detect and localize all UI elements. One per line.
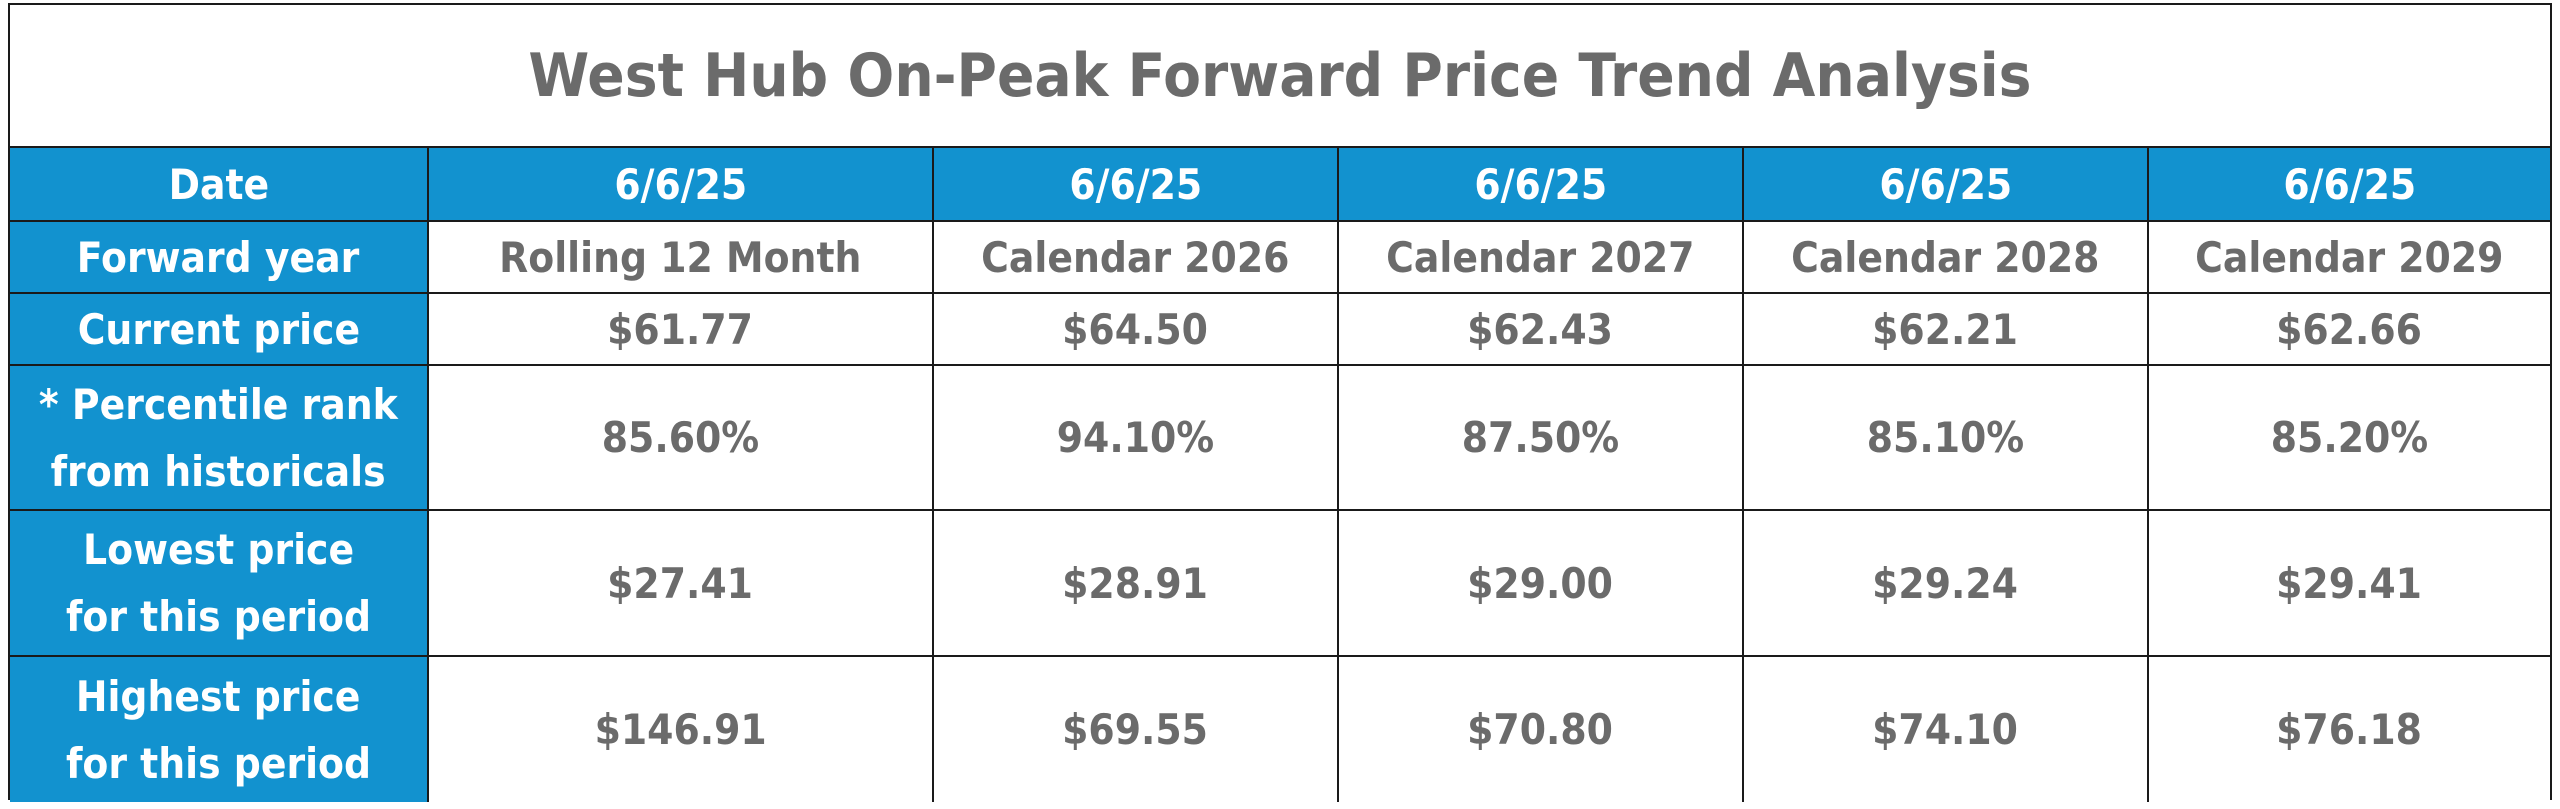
row-label-percentile-rank: * Percentile rank from historicals: [10, 364, 429, 511]
forward-year-cell: Calendar 2029: [2147, 220, 2550, 294]
percentile-rank-cell: 94.10%: [932, 364, 1339, 511]
price-table-frame: West Hub On-Peak Forward Price Trend Ana…: [8, 3, 2552, 802]
percentile-rank-cell: 85.60%: [427, 364, 934, 511]
forward-year-cell: Rolling 12 Month: [427, 220, 934, 294]
title-bar: West Hub On-Peak Forward Price Trend Ana…: [10, 5, 2550, 148]
percentile-rank-cell: 85.20%: [2147, 364, 2550, 511]
highest-price-cell: $146.91: [427, 655, 934, 802]
forward-year-row: Forward year Rolling 12 Month Calendar 2…: [10, 220, 2550, 294]
forward-year-cell: Calendar 2027: [1337, 220, 1744, 294]
date-cell-rolling-12-month: 6/6/25: [427, 148, 934, 222]
current-price-cell: $62.21: [1742, 292, 2149, 366]
lowest-price-cell: $29.41: [2147, 509, 2550, 657]
date-cell-calendar-2029: 6/6/25: [2147, 148, 2550, 222]
row-label-current-price: Current price: [10, 292, 429, 366]
forward-year-cell: Calendar 2028: [1742, 220, 2149, 294]
date-cell-calendar-2028: 6/6/25: [1742, 148, 2149, 222]
date-row: Date 6/6/25 6/6/25 6/6/25 6/6/25 6/6/25: [10, 148, 2550, 222]
highest-price-cell: $76.18: [2147, 655, 2550, 802]
current-price-cell: $62.43: [1337, 292, 1744, 366]
table-title: West Hub On-Peak Forward Price Trend Ana…: [528, 40, 2032, 111]
forward-year-cell: Calendar 2026: [932, 220, 1339, 294]
forward-price-table: Date 6/6/25 6/6/25 6/6/25 6/6/25 6/6/25 …: [10, 148, 2550, 802]
lowest-price-cell: $27.41: [427, 509, 934, 657]
date-cell-calendar-2027: 6/6/25: [1337, 148, 1744, 222]
row-label-date: Date: [10, 148, 429, 222]
lowest-price-row: Lowest price for this period $27.41 $28.…: [10, 509, 2550, 657]
highest-price-row: Highest price for this period $146.91 $6…: [10, 655, 2550, 802]
lowest-price-cell: $29.00: [1337, 509, 1744, 657]
percentile-rank-cell: 87.50%: [1337, 364, 1744, 511]
date-cell-calendar-2026: 6/6/25: [932, 148, 1339, 222]
highest-price-cell: $70.80: [1337, 655, 1744, 802]
row-label-highest-price: Highest price for this period: [10, 655, 429, 802]
percentile-rank-cell: 85.10%: [1742, 364, 2149, 511]
current-price-cell: $62.66: [2147, 292, 2550, 366]
lowest-price-cell: $28.91: [932, 509, 1339, 657]
row-label-lowest-price: Lowest price for this period: [10, 509, 429, 657]
lowest-price-cell: $29.24: [1742, 509, 2149, 657]
highest-price-cell: $74.10: [1742, 655, 2149, 802]
highest-price-cell: $69.55: [932, 655, 1339, 802]
current-price-row: Current price $61.77 $64.50 $62.43 $62.2…: [10, 292, 2550, 366]
current-price-cell: $64.50: [932, 292, 1339, 366]
current-price-cell: $61.77: [427, 292, 934, 366]
row-label-forward-year: Forward year: [10, 220, 429, 294]
percentile-rank-row: * Percentile rank from historicals 85.60…: [10, 364, 2550, 511]
